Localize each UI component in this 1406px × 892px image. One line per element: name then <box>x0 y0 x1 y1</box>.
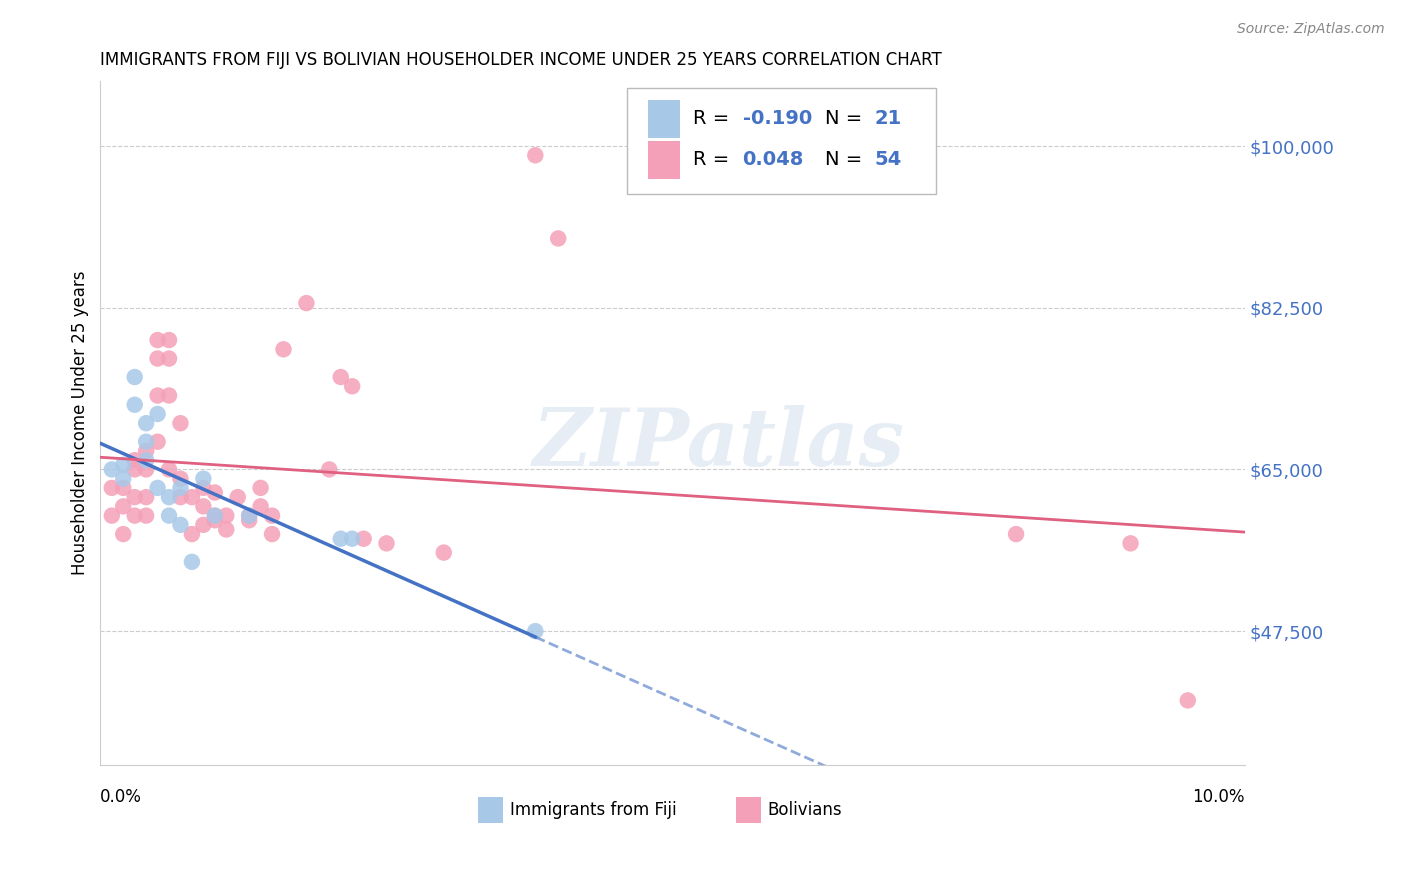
Point <box>238 513 260 527</box>
Point <box>112 527 135 541</box>
FancyBboxPatch shape <box>478 797 503 823</box>
Point <box>249 481 271 495</box>
Point <box>112 481 135 495</box>
Text: 10.0%: 10.0% <box>1192 789 1246 806</box>
Text: 21: 21 <box>875 110 901 128</box>
Text: N =: N = <box>825 110 869 128</box>
Point <box>135 508 157 523</box>
Point <box>1177 693 1199 707</box>
Point <box>215 523 238 537</box>
Point <box>433 545 456 559</box>
Point <box>260 527 283 541</box>
Point <box>135 462 157 476</box>
Point <box>204 513 226 527</box>
Point <box>146 434 169 449</box>
Point <box>135 444 157 458</box>
Point <box>101 462 124 476</box>
Text: N =: N = <box>825 151 869 169</box>
Point <box>295 296 318 310</box>
Point <box>340 379 363 393</box>
Text: 54: 54 <box>875 151 901 169</box>
Point <box>238 508 260 523</box>
Point <box>524 148 547 162</box>
Point <box>273 343 295 357</box>
Point <box>353 532 375 546</box>
Point <box>146 481 169 495</box>
Point <box>249 500 271 514</box>
Point <box>124 490 146 504</box>
Point <box>329 532 352 546</box>
Point <box>101 508 124 523</box>
Point <box>193 481 215 495</box>
Point <box>181 490 204 504</box>
Point <box>181 527 204 541</box>
Point <box>146 388 169 402</box>
Point <box>181 555 204 569</box>
Point <box>169 472 191 486</box>
Point <box>135 490 157 504</box>
Point <box>135 453 157 467</box>
Point <box>101 481 124 495</box>
Text: ZIPatlas: ZIPatlas <box>533 405 904 483</box>
Point <box>157 333 180 347</box>
Point <box>157 508 180 523</box>
Point <box>157 490 180 504</box>
Point <box>146 407 169 421</box>
Point <box>340 532 363 546</box>
Text: R =: R = <box>693 151 735 169</box>
Text: Source: ZipAtlas.com: Source: ZipAtlas.com <box>1237 22 1385 37</box>
Point <box>1119 536 1142 550</box>
Point <box>135 434 157 449</box>
Point <box>146 351 169 366</box>
Point <box>124 508 146 523</box>
Text: Immigrants from Fiji: Immigrants from Fiji <box>510 800 676 819</box>
Point <box>157 462 180 476</box>
Point <box>169 490 191 504</box>
Point <box>112 458 135 472</box>
Text: IMMIGRANTS FROM FIJI VS BOLIVIAN HOUSEHOLDER INCOME UNDER 25 YEARS CORRELATION C: IMMIGRANTS FROM FIJI VS BOLIVIAN HOUSEHO… <box>100 51 942 69</box>
Point <box>226 490 249 504</box>
Point <box>146 333 169 347</box>
Point <box>260 508 283 523</box>
Point <box>124 462 146 476</box>
Point <box>169 416 191 430</box>
FancyBboxPatch shape <box>648 100 679 137</box>
FancyBboxPatch shape <box>735 797 761 823</box>
Point <box>112 472 135 486</box>
Point <box>204 485 226 500</box>
Point <box>157 351 180 366</box>
Text: R =: R = <box>693 110 735 128</box>
Point <box>157 388 180 402</box>
Point <box>375 536 398 550</box>
Point <box>124 453 146 467</box>
FancyBboxPatch shape <box>648 141 679 178</box>
Text: 0.0%: 0.0% <box>100 789 142 806</box>
Point <box>169 481 191 495</box>
Point <box>193 472 215 486</box>
Point <box>524 624 547 639</box>
Point <box>215 508 238 523</box>
Text: 0.048: 0.048 <box>742 151 804 169</box>
Point <box>329 370 352 384</box>
Point <box>1005 527 1028 541</box>
Point <box>112 500 135 514</box>
Point <box>135 416 157 430</box>
Point <box>547 231 569 245</box>
Point <box>204 508 226 523</box>
Point <box>124 398 146 412</box>
Text: -0.190: -0.190 <box>742 110 811 128</box>
Point <box>318 462 340 476</box>
Point <box>124 370 146 384</box>
Y-axis label: Householder Income Under 25 years: Householder Income Under 25 years <box>72 271 89 575</box>
Point <box>193 517 215 532</box>
Point <box>238 508 260 523</box>
Point <box>169 517 191 532</box>
FancyBboxPatch shape <box>627 88 936 194</box>
Point <box>204 508 226 523</box>
Text: Bolivians: Bolivians <box>768 800 842 819</box>
Point <box>193 500 215 514</box>
